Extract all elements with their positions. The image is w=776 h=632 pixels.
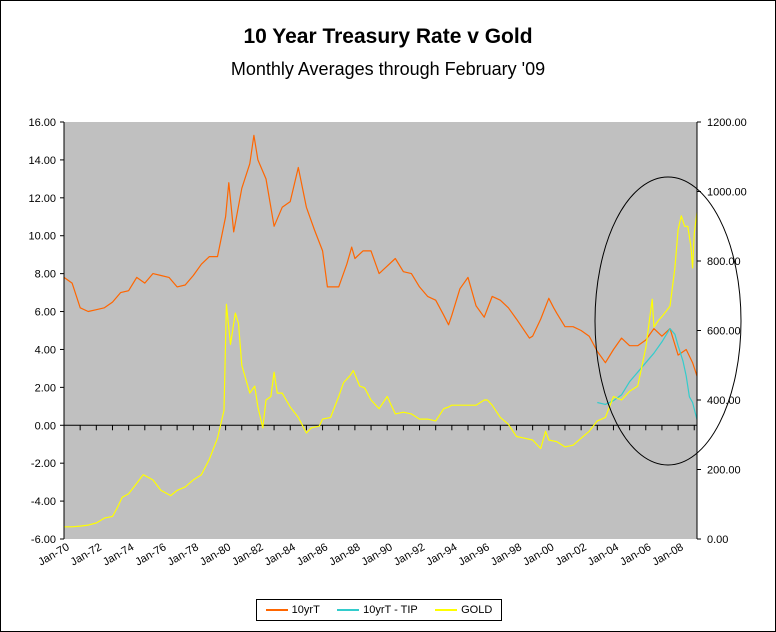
right-axis-tick-label: 1000.00	[707, 187, 747, 199]
left-axis-tick-label: -4.00	[31, 496, 56, 508]
legend-label-10yrt-tip: 10yrT - TIP	[363, 604, 418, 616]
legend-item-10yrt-tip: 10yrT - TIP	[337, 604, 418, 616]
x-axis-tick-label: Jan-06	[618, 541, 653, 568]
right-axis-tick-label: 600.00	[707, 326, 741, 338]
x-axis-tick-label: Jan-94	[424, 541, 459, 568]
x-axis-tick-label: Jan-02	[553, 541, 588, 568]
x-axis-tick-label: Jan-84	[263, 541, 298, 568]
legend-item-10yrt: 10yrT	[265, 604, 320, 616]
x-axis-tick-label: Jan-04	[586, 541, 621, 568]
right-axis-tick-label: 400.00	[707, 395, 741, 407]
x-axis-tick-label: Jan-86	[295, 541, 330, 568]
legend-label-10yrt: 10yrT	[291, 604, 320, 616]
left-axis-tick-label: 0.00	[35, 420, 56, 432]
left-axis-tick-label: -2.00	[31, 458, 56, 470]
left-axis-tick-label: 12.00	[28, 193, 56, 205]
x-axis-tick-label: Jan-82	[230, 541, 265, 568]
x-axis-tick-label: Jan-88	[327, 541, 362, 568]
highlight-ellipse	[594, 176, 742, 466]
legend-swatch-10yrt-tip	[337, 609, 360, 611]
left-axis-tick-label: 8.00	[35, 269, 56, 281]
left-axis-tick-label: 4.00	[35, 344, 56, 356]
left-axis-tick-label: -6.00	[31, 534, 56, 546]
left-axis-tick-label: 10.00	[28, 231, 56, 243]
legend-item-gold: GOLD	[435, 604, 492, 616]
right-axis-tick-label: 1200.00	[707, 117, 747, 129]
x-axis-tick-label: Jan-00	[521, 541, 556, 568]
x-axis-tick-label: Jan-90	[360, 541, 395, 568]
x-axis-tick-label: Jan-92	[392, 541, 427, 568]
series-line-10yrt-tip	[597, 328, 698, 420]
x-axis-tick-label: Jan-76	[133, 541, 168, 568]
legend-swatch-gold	[435, 609, 458, 611]
x-axis-tick-label: Jan-08	[650, 541, 685, 568]
left-axis-tick-label: 6.00	[35, 307, 56, 319]
right-axis-tick-label: 200.00	[707, 465, 741, 477]
x-axis-tick-label: Jan-96	[457, 541, 492, 568]
right-axis-tick-label: 0.00	[707, 534, 728, 546]
left-axis-tick-label: 2.00	[35, 382, 56, 394]
left-axis-tick-label: 14.00	[28, 155, 56, 167]
x-axis-tick-label: Jan-72	[69, 541, 104, 568]
right-axis-tick-label: 800.00	[707, 256, 741, 268]
plot-area	[64, 122, 697, 539]
legend-label-gold: GOLD	[461, 604, 493, 616]
left-axis-tick-label: 16.00	[28, 117, 56, 129]
legend: 10yrT 10yrT - TIP GOLD	[256, 599, 502, 621]
legend-swatch-10yrt	[265, 609, 288, 611]
x-axis-tick-label: Jan-98	[489, 541, 524, 568]
series-line-10yrt	[63, 134, 698, 377]
series-line-gold	[64, 212, 698, 528]
x-axis-tick-label: Jan-80	[198, 541, 233, 568]
x-axis-tick-label: Jan-78	[166, 541, 201, 568]
chart-title: 10 Year Treasury Rate v Gold	[243, 25, 533, 48]
chart-subtitle: Monthly Averages through February '09	[230, 59, 546, 79]
x-axis-tick-label: Jan-74	[101, 541, 136, 568]
